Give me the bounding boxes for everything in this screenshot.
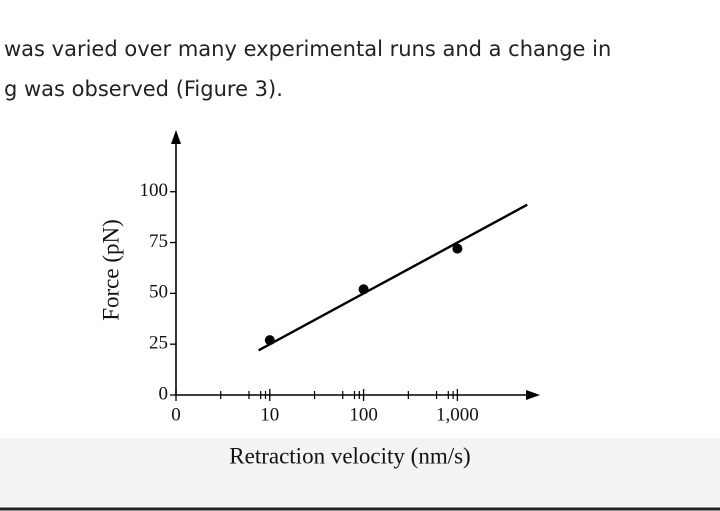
text-line: was varied over many experimental runs a… — [4, 37, 612, 61]
data-point — [264, 335, 275, 346]
data-point — [452, 243, 463, 254]
data-point — [358, 284, 369, 295]
x-axis-label: Retraction velocity (nm/s) — [229, 443, 470, 468]
y-axis-label: Force (pN) — [98, 219, 123, 321]
y-tick-label: 50 — [149, 282, 168, 303]
x-tick-label: 100 — [349, 404, 378, 425]
bottom-band — [0, 438, 720, 508]
y-arrow — [171, 130, 181, 144]
text-line: g was observed (Figure 3). — [4, 77, 283, 101]
x-tick-label: 0 — [171, 404, 181, 425]
y-tick-label: 0 — [159, 383, 169, 404]
y-tick-label: 75 — [149, 231, 168, 252]
x-tick-label: 1,000 — [436, 404, 479, 425]
fit-line — [258, 203, 528, 352]
y-tick-label: 25 — [149, 333, 168, 354]
x-arrow — [526, 390, 540, 400]
y-tick-label: 100 — [140, 180, 169, 201]
x-tick-label: 10 — [260, 404, 279, 425]
